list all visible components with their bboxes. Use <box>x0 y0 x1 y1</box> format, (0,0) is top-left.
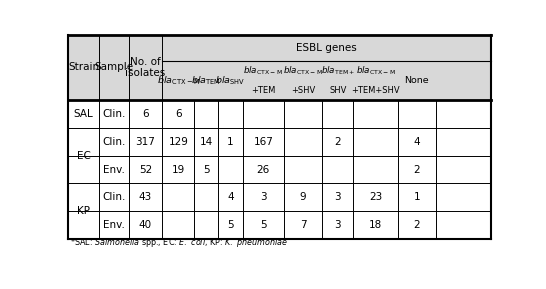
Text: EC: EC <box>76 151 91 161</box>
Text: 129: 129 <box>168 137 188 147</box>
Text: 5: 5 <box>227 220 234 230</box>
Bar <box>162 35 491 61</box>
Text: 18: 18 <box>369 220 382 230</box>
Text: 4: 4 <box>227 192 234 202</box>
Text: Clin.: Clin. <box>102 192 126 202</box>
Text: 9: 9 <box>300 192 306 202</box>
Text: Env.: Env. <box>103 164 124 175</box>
Text: None: None <box>405 76 429 85</box>
Text: 7: 7 <box>300 220 306 230</box>
Text: *SAL: $\mathit{Salmonella}$ spp., EC: $\mathit{E.\ coli}$, KP: $\mathit{K.\ pneu: *SAL: $\mathit{Salmonella}$ spp., EC: $\… <box>70 236 289 249</box>
Text: 3: 3 <box>335 220 341 230</box>
Text: 4: 4 <box>413 137 420 147</box>
Text: $\mathit{bla}$$_{\rm{TEM}}$: $\mathit{bla}$$_{\rm{TEM}}$ <box>192 75 221 87</box>
Bar <box>68 35 162 100</box>
Text: 3: 3 <box>260 192 266 202</box>
Bar <box>68 128 491 156</box>
Text: 2: 2 <box>335 137 341 147</box>
Text: SAL: SAL <box>74 109 93 119</box>
Text: $\mathit{bla}$$_{\rm{TEM+}}$: $\mathit{bla}$$_{\rm{TEM+}}$ <box>321 64 355 77</box>
Text: Clin.: Clin. <box>102 109 126 119</box>
Text: $\mathit{bla}$$_{\rm{CTX-M}}$: $\mathit{bla}$$_{\rm{CTX-M}}$ <box>157 75 200 87</box>
Text: 5: 5 <box>260 220 266 230</box>
Text: ESBL genes: ESBL genes <box>296 43 357 53</box>
Bar <box>68 211 491 239</box>
Text: 167: 167 <box>253 137 273 147</box>
Text: 43: 43 <box>139 192 152 202</box>
Text: $\mathit{bla}$$_{\rm{SHV}}$: $\mathit{bla}$$_{\rm{SHV}}$ <box>215 75 246 87</box>
Text: 26: 26 <box>257 164 270 175</box>
Text: 317: 317 <box>135 137 156 147</box>
Text: 6: 6 <box>175 109 182 119</box>
Text: Sample: Sample <box>94 62 133 73</box>
Text: $\mathit{bla}$$_{\rm{CTX-M}}$: $\mathit{bla}$$_{\rm{CTX-M}}$ <box>244 64 283 77</box>
Text: $\mathit{bla}$$_{\rm{CTX-M}}$: $\mathit{bla}$$_{\rm{CTX-M}}$ <box>356 64 396 77</box>
Text: +TEM+SHV: +TEM+SHV <box>352 86 400 95</box>
Text: $\mathit{bla}$$_{\rm{CTX-M}}$: $\mathit{bla}$$_{\rm{CTX-M}}$ <box>283 64 323 77</box>
Bar <box>68 184 491 211</box>
Bar <box>162 61 491 100</box>
Text: No. of
isolates: No. of isolates <box>126 57 165 78</box>
Text: SHV: SHV <box>329 86 347 95</box>
Text: KP: KP <box>77 206 90 216</box>
Text: 52: 52 <box>139 164 152 175</box>
Text: 6: 6 <box>142 109 149 119</box>
Text: 3: 3 <box>335 192 341 202</box>
Text: 19: 19 <box>171 164 185 175</box>
Bar <box>68 100 491 128</box>
Text: 1: 1 <box>413 192 420 202</box>
Text: 1: 1 <box>227 137 234 147</box>
Text: Clin.: Clin. <box>102 137 126 147</box>
Text: 2: 2 <box>413 220 420 230</box>
Text: +TEM: +TEM <box>251 86 276 95</box>
Text: 2: 2 <box>413 164 420 175</box>
Text: 40: 40 <box>139 220 152 230</box>
Text: Strain: Strain <box>68 62 99 73</box>
Text: 5: 5 <box>203 164 210 175</box>
Text: 23: 23 <box>369 192 382 202</box>
Text: +SHV: +SHV <box>291 86 315 95</box>
Text: 14: 14 <box>200 137 213 147</box>
Bar <box>68 156 491 184</box>
Text: Env.: Env. <box>103 220 124 230</box>
